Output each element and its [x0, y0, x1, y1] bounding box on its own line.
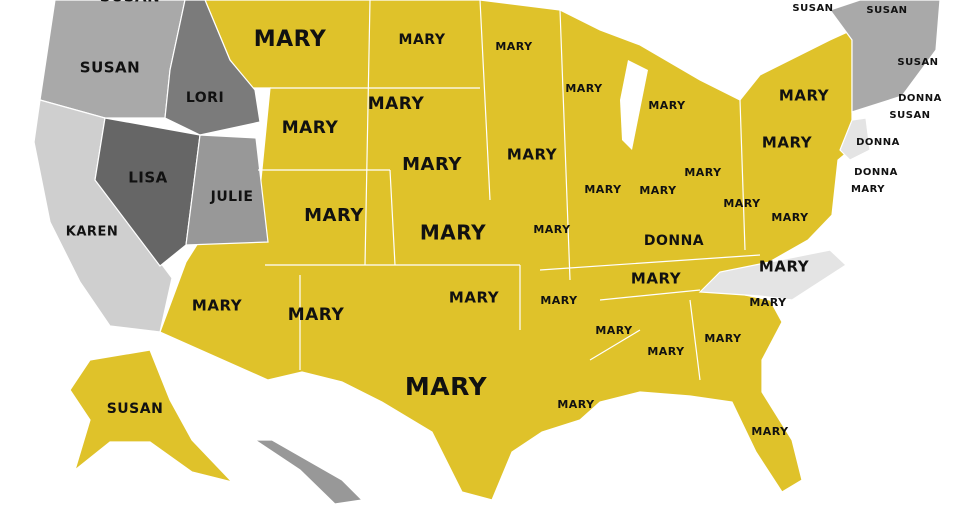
state-label: SUSAN [107, 401, 164, 417]
yellow-region [159, 0, 863, 501]
state-label: MARY [704, 332, 742, 345]
state-label: MARY [723, 197, 761, 210]
utah [185, 134, 269, 246]
state-label: MARY [402, 154, 462, 175]
state-label: MARY [851, 184, 885, 195]
state-borders [258, 0, 761, 381]
state-label: MARY [762, 134, 813, 152]
state-label: MARY [399, 32, 446, 48]
state-label: SUSAN [100, 0, 160, 6]
state-label: LISA [128, 169, 168, 187]
state-label: DONNA [898, 93, 942, 104]
state-label: MARY [557, 398, 595, 411]
state-label: LORI [186, 90, 224, 106]
state-label: SUSAN [792, 3, 833, 14]
state-shapes [33, 0, 941, 505]
state-label: MARY [540, 294, 578, 307]
state-label: MARY [192, 297, 243, 315]
state-label: SUSAN [866, 5, 907, 16]
state-label: DONNA [856, 137, 900, 148]
nevada [94, 117, 201, 267]
state-label: MARY [449, 289, 500, 307]
state-label: SUSAN [897, 57, 938, 68]
idaho [164, 0, 261, 136]
mid-atlantic [839, 117, 871, 161]
state-label: DONNA [644, 233, 704, 249]
state-label: MARY [254, 27, 327, 52]
state-label: MARY [749, 296, 787, 309]
alaska [69, 349, 234, 484]
state-label: MARY [288, 305, 345, 325]
state-label: MARY [368, 94, 425, 114]
state-label: MARY [648, 99, 686, 112]
state-label: MARY [751, 425, 789, 438]
state-label: SUSAN [80, 59, 140, 77]
state-label: MARY [639, 184, 677, 197]
state-label: MARY [405, 372, 488, 401]
northeast [829, 0, 941, 113]
state-labels: SUSAN SUSAN LORI MARY MARY MARY MARY MARY MARY MA… [66, 0, 942, 438]
state-label: MARY [779, 87, 830, 105]
state-label: MARY [420, 221, 486, 245]
state-label: MARY [304, 205, 364, 226]
state-label: KAREN [66, 225, 118, 240]
lake-michigan [620, 60, 648, 150]
state-label: MARY [507, 146, 558, 164]
state-label: MARY [282, 118, 339, 138]
state-label: MARY [647, 345, 685, 358]
state-label: DONNA [854, 167, 898, 178]
state-label: MARY [595, 324, 633, 337]
state-label: MARY [759, 258, 810, 276]
state-label: MARY [495, 40, 533, 53]
north-carolina [698, 249, 847, 301]
hawaii [253, 439, 364, 505]
state-label: MARY [631, 270, 682, 288]
state-label: MARY [771, 211, 809, 224]
state-label: MARY [684, 166, 722, 179]
state-label: MARY [584, 183, 622, 196]
state-label: MARY [533, 223, 571, 236]
state-label: SUSAN [889, 110, 930, 121]
state-label: MARY [565, 82, 603, 95]
state-label: JULIE [210, 189, 254, 205]
